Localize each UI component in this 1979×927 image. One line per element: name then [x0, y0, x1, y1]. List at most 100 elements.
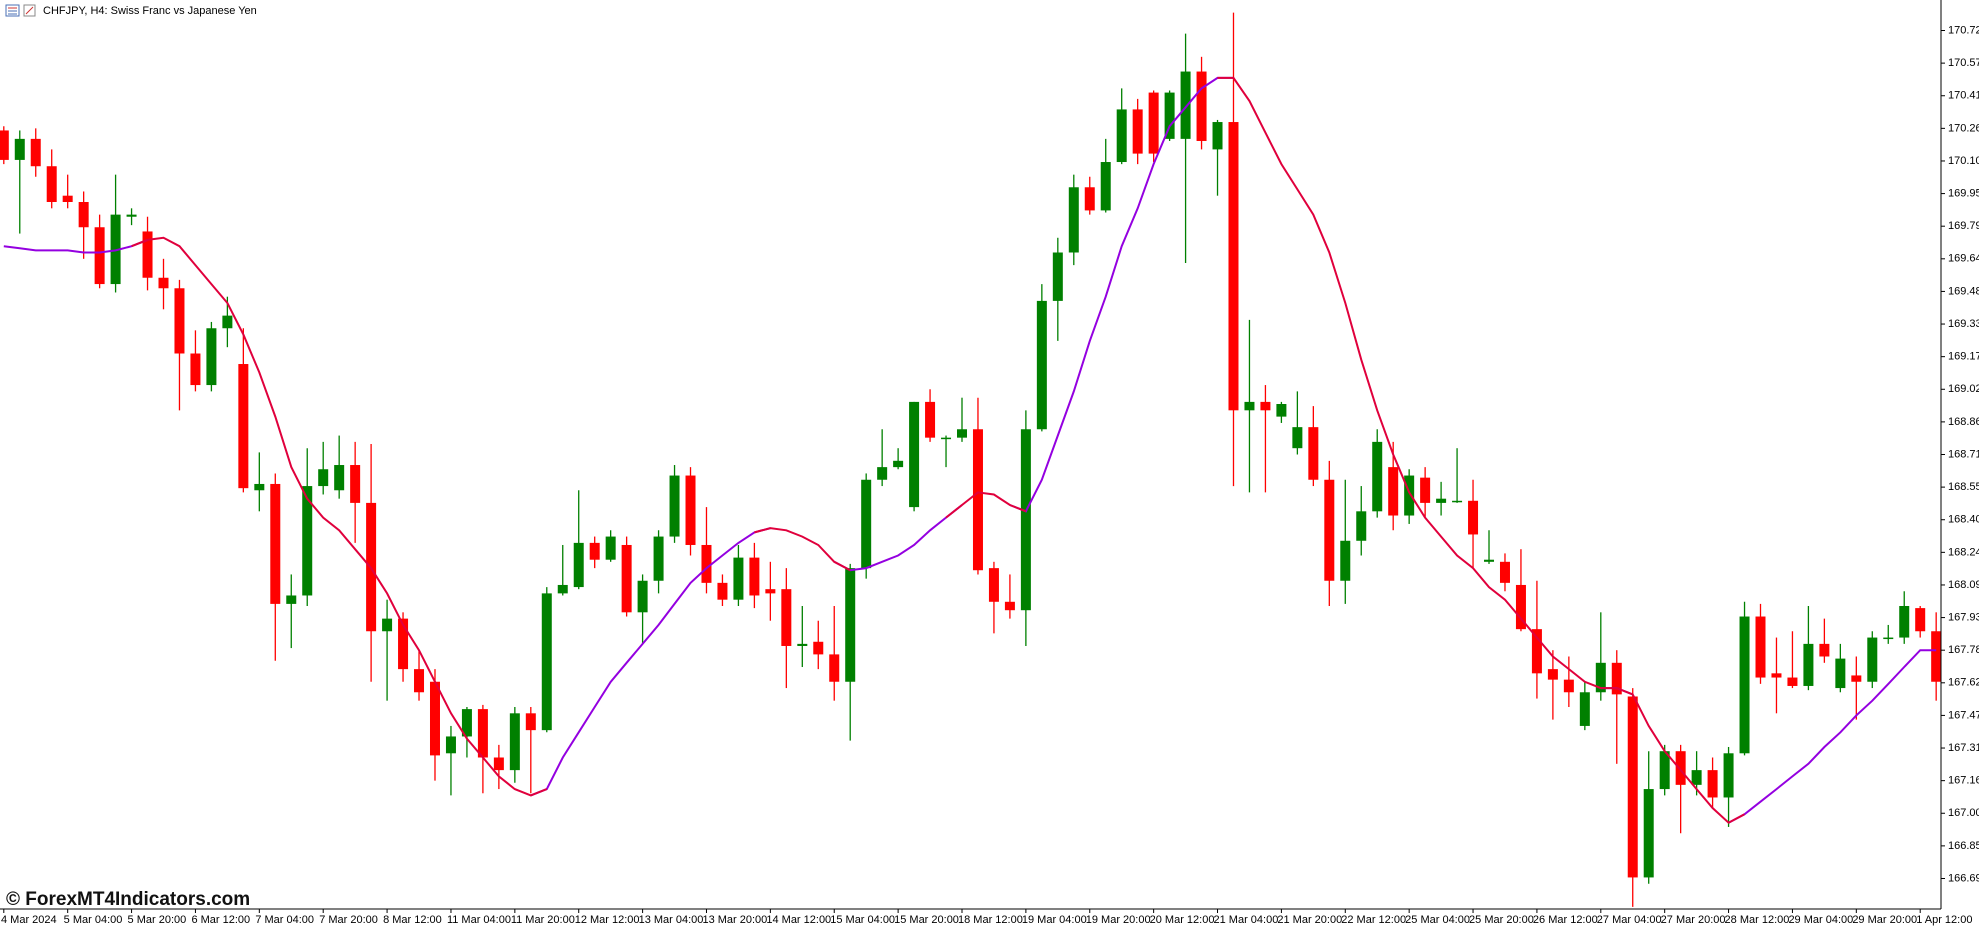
- x-tick-label: 5 Mar 04:00: [64, 914, 123, 926]
- candle-body: [350, 465, 361, 503]
- candle-body: [1116, 109, 1127, 163]
- candle-body: [110, 214, 121, 285]
- x-tick-label: 1 Apr 12:00: [1916, 914, 1972, 926]
- candle-body: [429, 681, 440, 756]
- y-tick-label: 167.005: [1948, 807, 1979, 819]
- candle-body: [126, 214, 137, 217]
- candle-body: [1899, 606, 1910, 638]
- candle-body: [589, 542, 600, 560]
- y-tick-label: 170.725: [1948, 24, 1979, 36]
- candle-body: [1787, 677, 1798, 686]
- candle-body: [637, 580, 648, 613]
- x-tick-label: 27 Mar 20:00: [1661, 914, 1726, 926]
- x-tick-label: 19 Mar 04:00: [1022, 914, 1087, 926]
- candle-body: [1675, 751, 1686, 785]
- y-tick-label: 168.710: [1948, 448, 1979, 460]
- candle-body: [1547, 669, 1558, 680]
- candle-body: [1819, 643, 1830, 657]
- candle-body: [1324, 479, 1335, 581]
- x-tick-label: 22 Mar 12:00: [1341, 914, 1406, 926]
- candle-body: [685, 475, 696, 545]
- y-tick-label: 168.090: [1948, 579, 1979, 591]
- candle-body: [206, 328, 217, 386]
- y-tick-label: 169.640: [1948, 253, 1979, 265]
- candle-body: [174, 288, 185, 354]
- candle-body: [557, 584, 568, 594]
- y-tick-label: 170.570: [1948, 57, 1979, 69]
- candle-body: [1755, 616, 1766, 678]
- candle-body: [1883, 637, 1894, 640]
- x-tick-label: 25 Mar 20:00: [1469, 914, 1534, 926]
- candle-body: [1420, 477, 1431, 503]
- y-tick-label: 167.625: [1948, 677, 1979, 689]
- candle-body: [238, 364, 249, 489]
- candle-body: [1835, 658, 1846, 689]
- candle-body: [1643, 789, 1654, 878]
- candle-body: [509, 713, 520, 771]
- x-tick-label: 21 Mar 20:00: [1277, 914, 1342, 926]
- y-tick-label: 167.935: [1948, 611, 1979, 623]
- candle-body: [1915, 608, 1926, 632]
- candle-body: [1691, 770, 1702, 785]
- y-tick-label: 170.260: [1948, 122, 1979, 134]
- y-tick-label: 170.105: [1948, 155, 1979, 167]
- candle-body: [781, 589, 792, 646]
- candle-body: [1164, 92, 1175, 139]
- candle-body: [1036, 300, 1047, 430]
- candle-body: [318, 469, 329, 487]
- y-tick-label: 169.950: [1948, 187, 1979, 199]
- candle-body: [1771, 673, 1782, 678]
- candle-body: [0, 130, 9, 160]
- y-tick-label: 167.780: [1948, 644, 1979, 656]
- candle-body: [62, 195, 73, 202]
- candle-body: [1803, 643, 1814, 686]
- candle-body: [1484, 559, 1495, 562]
- candle-body: [1132, 109, 1143, 154]
- x-tick-label: 12 Mar 12:00: [575, 914, 640, 926]
- candle-body: [573, 542, 584, 588]
- x-tick-label: 11 Mar 20:00: [511, 914, 575, 926]
- x-tick-label: 15 Mar 04:00: [830, 914, 895, 926]
- y-tick-label: 169.795: [1948, 220, 1979, 232]
- x-tick-label: 27 Mar 04:00: [1597, 914, 1662, 926]
- x-tick-label: 19 Mar 20:00: [1086, 914, 1151, 926]
- x-tick-label: 13 Mar 04:00: [639, 914, 704, 926]
- candle-body: [1739, 616, 1750, 754]
- candle-body: [270, 483, 281, 604]
- candle-body: [1052, 252, 1063, 301]
- candle-body: [1292, 427, 1303, 449]
- candle-body: [1468, 500, 1479, 535]
- candle-body: [1659, 751, 1670, 790]
- candle-body: [1404, 475, 1415, 516]
- x-tick-label: 5 Mar 20:00: [128, 914, 187, 926]
- candle-body: [445, 736, 456, 754]
- candle-body: [1595, 662, 1606, 693]
- y-tick-label: 166.695: [1948, 872, 1979, 884]
- candle-body: [1436, 498, 1447, 503]
- x-tick-label: 28 Mar 12:00: [1725, 914, 1790, 926]
- candle-body: [1308, 427, 1319, 480]
- candle-body: [1244, 401, 1255, 411]
- y-tick-label: 169.330: [1948, 318, 1979, 330]
- candle-body: [1276, 404, 1287, 417]
- candle-body: [845, 568, 856, 682]
- candle-body: [893, 460, 904, 468]
- x-tick-label: 21 Mar 04:00: [1214, 914, 1279, 926]
- candle-body: [46, 166, 57, 202]
- candle-body: [1084, 187, 1095, 211]
- chart-title: CHFJPY, H4: Swiss Franc vs Japanese Yen: [43, 5, 257, 17]
- candle-body: [957, 429, 967, 438]
- candle-body: [1627, 696, 1638, 878]
- candle-body: [1196, 71, 1207, 141]
- x-tick-label: 20 Mar 12:00: [1150, 914, 1215, 926]
- candle-body: [94, 227, 105, 285]
- candle-body: [461, 709, 472, 737]
- candle-body: [1579, 692, 1590, 726]
- candle-body: [621, 544, 632, 613]
- candle-body: [861, 479, 872, 569]
- candle-body: [653, 536, 664, 581]
- indicator-line: [3, 76, 1937, 824]
- candle-body: [1180, 71, 1191, 139]
- candle-body: [1515, 584, 1526, 630]
- x-tick-label: 25 Mar 04:00: [1405, 914, 1470, 926]
